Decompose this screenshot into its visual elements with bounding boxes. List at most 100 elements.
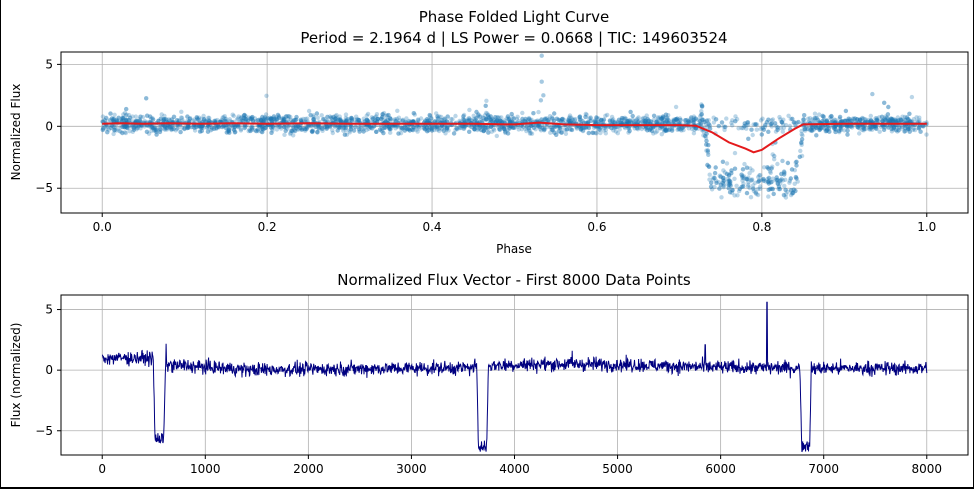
top-scatter-point: [658, 116, 664, 122]
top-scatter-point: [821, 114, 826, 119]
top-scatter-point: [166, 117, 172, 122]
top-scatter-point: [912, 127, 918, 133]
top-scatter-point: [635, 116, 640, 121]
top-scatter-point: [707, 124, 712, 129]
top-scatter-point: [874, 117, 880, 123]
top-scatter-point: [236, 125, 241, 130]
top-scatter-point: [416, 119, 421, 124]
top-scatter-point: [112, 128, 117, 133]
top-scatter-point: [740, 167, 746, 172]
top-scatter-point: [906, 125, 911, 130]
top-scatter-point: [769, 166, 774, 171]
top-scatter-point: [425, 118, 430, 124]
top-scatter-point: [590, 130, 595, 135]
top-scatter-point: [491, 126, 496, 131]
top-scatter-point: [744, 190, 750, 196]
top-scatter-point: [145, 113, 150, 118]
top-scatter-point: [196, 117, 201, 122]
bottom-xtick-label: 4000: [499, 462, 530, 476]
top-scatter-point: [660, 114, 666, 119]
top-scatter-point: [671, 118, 676, 123]
top-scatter-point: [705, 148, 710, 153]
top-scatter-point: [556, 117, 561, 123]
top-scatter-point: [402, 128, 407, 133]
top-scatter-point: [551, 118, 557, 124]
top-scatter-point: [771, 191, 776, 197]
top-scatter-point: [466, 118, 472, 123]
top-scatter-point: [105, 130, 110, 135]
top-scatter-point: [391, 123, 396, 129]
bottom-ytick-label: 5: [45, 303, 53, 317]
top-scatter-point: [846, 116, 851, 121]
top-scatter-point: [421, 125, 427, 130]
top-scatter-point: [857, 131, 862, 136]
top-scatter-point: [294, 123, 299, 129]
top-scatter-point: [866, 117, 871, 123]
top-scatter-point: [451, 131, 457, 136]
top-scatter-point: [730, 188, 735, 193]
top-scatter-point: [611, 120, 616, 125]
top-scatter-point: [814, 115, 819, 121]
top-scatter-point: [152, 125, 157, 130]
top-scatter-point: [775, 125, 780, 130]
top-scatter-point: [272, 119, 278, 124]
top-scatter-point: [772, 153, 777, 159]
top-scatter-point: [857, 117, 862, 123]
top-scatter-point: [711, 175, 716, 180]
top-scatter-point: [615, 131, 620, 136]
top-scatter-point: [628, 109, 633, 115]
top-scatter-point: [380, 126, 385, 131]
top-scatter-point: [234, 117, 240, 123]
top-scatter-point: [781, 169, 787, 174]
top-scatter-point: [663, 112, 669, 117]
top-scatter-point: [162, 124, 167, 129]
top-scatter-point: [242, 112, 247, 118]
top-scatter-point: [586, 130, 591, 136]
top-scatter-point: [281, 124, 287, 129]
top-scatter-point: [296, 123, 301, 129]
top-scatter-point: [205, 123, 211, 128]
top-scatter-point: [270, 128, 275, 133]
top-scatter-point: [298, 118, 304, 124]
top-scatter-point: [720, 180, 726, 185]
top-scatter-point: [918, 129, 923, 134]
top-scatter-point: [374, 112, 380, 117]
top-scatter-point: [324, 126, 329, 131]
top-scatter-point: [329, 116, 334, 122]
top-scatter-point: [903, 128, 908, 133]
top-scatter-point: [503, 130, 508, 136]
top-scatter-point: [201, 125, 206, 131]
top-scatter-point: [404, 116, 409, 121]
top-scatter-point: [269, 116, 274, 121]
top-scatter-point: [380, 129, 385, 134]
top-scatter-point: [886, 125, 891, 130]
top-scatter-point: [444, 125, 450, 131]
top-scatter-point: [462, 118, 467, 123]
top-scatter-point: [664, 128, 669, 133]
top-scatter-point: [118, 129, 123, 134]
top-scatter-point: [186, 119, 192, 124]
top-scatter-point: [763, 179, 768, 184]
top-scatter-point: [833, 129, 838, 135]
top-scatter-point: [548, 124, 553, 130]
top-scatter-point: [838, 127, 843, 132]
top-scatter-point: [893, 118, 898, 123]
top-scatter-point: [414, 127, 419, 132]
top-scatter-point: [444, 127, 449, 132]
top-scatter-point: [626, 126, 631, 131]
top-scatter-point: [904, 115, 910, 120]
top-scatter-point: [852, 116, 858, 121]
top-scatter-point: [162, 127, 167, 132]
top-scatter-point: [768, 122, 773, 127]
top-scatter-point: [241, 116, 247, 121]
top-scatter-point: [509, 119, 515, 124]
top-scatter-point: [435, 114, 440, 119]
top-scatter-point: [261, 118, 266, 124]
top-scatter-point: [325, 118, 330, 124]
top-scatter-point: [891, 119, 896, 124]
top-scatter-point: [550, 127, 555, 133]
top-scatter-point: [820, 113, 825, 119]
top-scatter-point: [838, 119, 844, 124]
top-scatter-point: [911, 126, 916, 131]
top-scatter-point: [351, 128, 356, 133]
